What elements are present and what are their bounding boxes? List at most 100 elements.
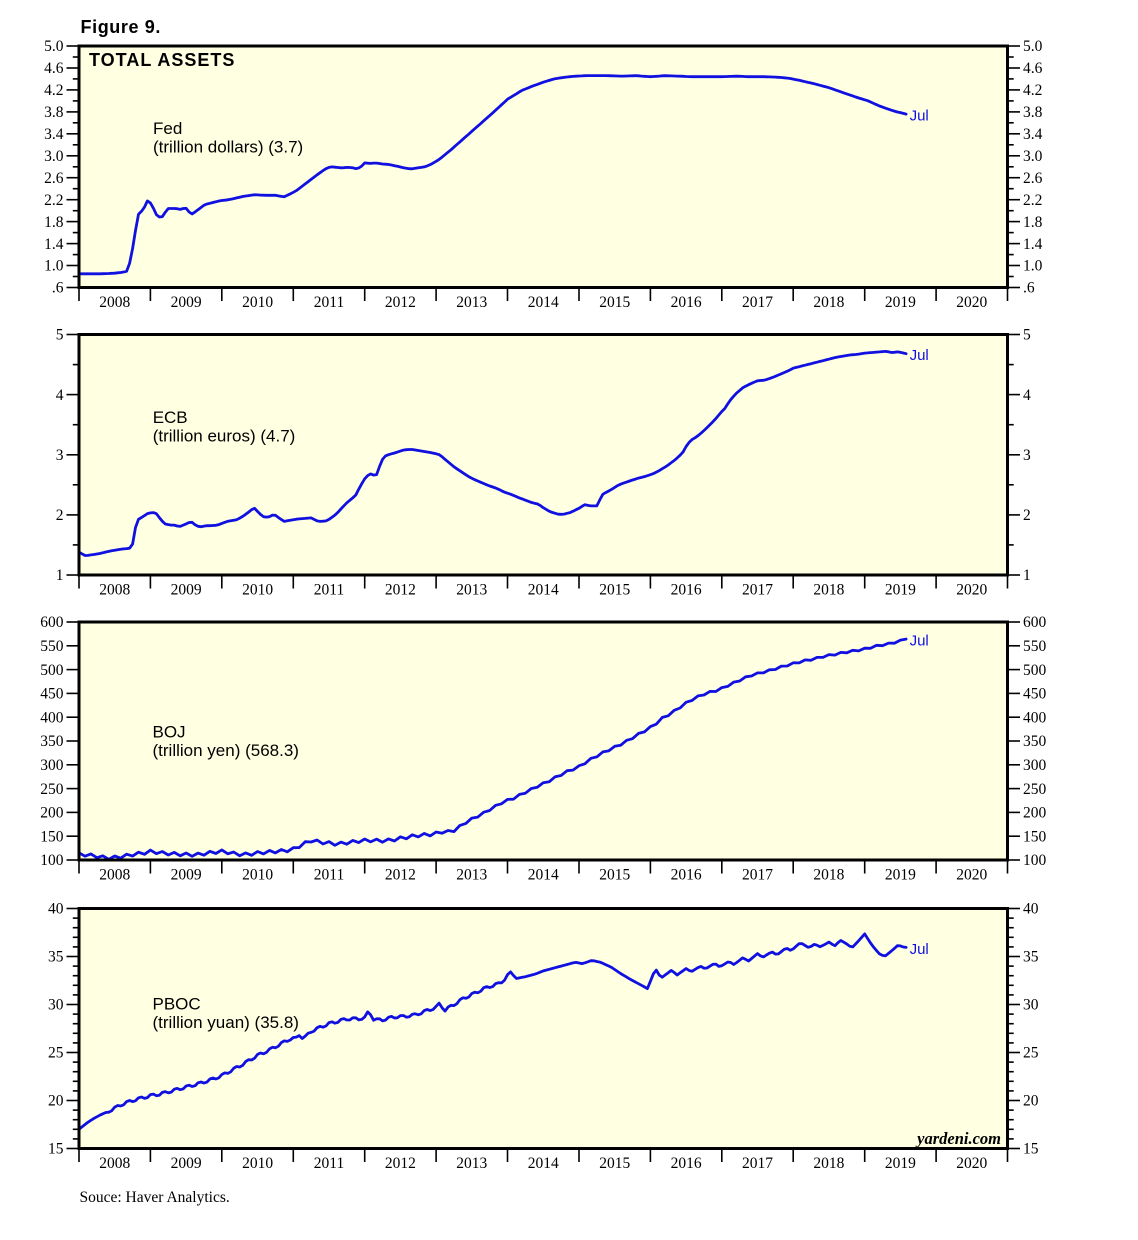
svg-text:2010: 2010	[242, 867, 273, 884]
svg-text:2009: 2009	[171, 867, 202, 884]
svg-text:15: 15	[1023, 1141, 1039, 1158]
svg-text:.6: .6	[52, 280, 64, 297]
svg-text:2014: 2014	[528, 1155, 559, 1172]
svg-text:30: 30	[1023, 997, 1039, 1014]
svg-text:2010: 2010	[242, 294, 273, 311]
svg-text:2013: 2013	[456, 867, 487, 884]
svg-text:2011: 2011	[314, 294, 344, 311]
svg-text:500: 500	[40, 662, 64, 679]
svg-text:2009: 2009	[171, 1155, 202, 1172]
svg-text:2011: 2011	[314, 1155, 344, 1172]
svg-text:20: 20	[1023, 1093, 1039, 1110]
svg-text:3: 3	[56, 447, 64, 464]
svg-text:2015: 2015	[599, 294, 630, 311]
svg-text:2008: 2008	[99, 294, 130, 311]
svg-text:20: 20	[48, 1093, 64, 1110]
svg-text:3.4: 3.4	[1023, 126, 1043, 143]
svg-text:100: 100	[1023, 852, 1047, 869]
svg-text:2.2: 2.2	[44, 192, 63, 209]
svg-text:40: 40	[1023, 901, 1039, 918]
svg-text:3.0: 3.0	[44, 148, 64, 165]
svg-text:1.0: 1.0	[44, 258, 64, 275]
svg-text:5: 5	[56, 327, 64, 344]
svg-text:300: 300	[1023, 757, 1047, 774]
svg-text:(trillion dollars) (3.7): (trillion dollars) (3.7)	[153, 138, 303, 157]
svg-text:2014: 2014	[528, 582, 559, 599]
svg-text:2017: 2017	[742, 867, 773, 884]
svg-text:2020: 2020	[956, 582, 987, 599]
svg-text:450: 450	[1023, 686, 1047, 703]
svg-text:2008: 2008	[99, 582, 130, 599]
svg-text:15: 15	[48, 1141, 64, 1158]
svg-text:200: 200	[40, 805, 64, 822]
svg-text:2018: 2018	[813, 294, 844, 311]
svg-text:3.4: 3.4	[44, 126, 64, 143]
svg-text:(trillion euros) (4.7): (trillion euros) (4.7)	[153, 427, 296, 446]
svg-text:2020: 2020	[956, 1155, 987, 1172]
svg-text:2015: 2015	[599, 582, 630, 599]
svg-text:4.6: 4.6	[1023, 60, 1043, 77]
svg-text:2013: 2013	[456, 294, 487, 311]
svg-text:2016: 2016	[671, 1155, 702, 1172]
svg-text:350: 350	[40, 733, 64, 750]
svg-text:2012: 2012	[385, 582, 416, 599]
svg-text:2017: 2017	[742, 1155, 773, 1172]
svg-text:600: 600	[1023, 614, 1047, 631]
svg-text:150: 150	[1023, 828, 1047, 845]
svg-text:2019: 2019	[885, 867, 916, 884]
svg-text:Jul: Jul	[910, 941, 929, 958]
svg-text:Jul: Jul	[910, 633, 929, 650]
svg-text:2014: 2014	[528, 867, 559, 884]
svg-text:TOTAL ASSETS: TOTAL ASSETS	[89, 50, 235, 70]
svg-text:BOJ: BOJ	[153, 723, 186, 742]
svg-text:2014: 2014	[528, 294, 559, 311]
svg-text:4.2: 4.2	[1023, 82, 1042, 99]
svg-text:30: 30	[48, 997, 64, 1014]
svg-text:3: 3	[1023, 447, 1031, 464]
svg-text:4.6: 4.6	[44, 60, 64, 77]
svg-text:2018: 2018	[813, 582, 844, 599]
svg-text:1.8: 1.8	[44, 214, 64, 231]
svg-text:Jul: Jul	[910, 347, 929, 364]
svg-text:2019: 2019	[885, 582, 916, 599]
svg-text:2019: 2019	[885, 294, 916, 311]
svg-text:2009: 2009	[171, 582, 202, 599]
svg-text:3.0: 3.0	[1023, 148, 1043, 165]
svg-text:2015: 2015	[599, 1155, 630, 1172]
svg-text:2008: 2008	[99, 867, 130, 884]
svg-text:600: 600	[40, 614, 64, 631]
svg-text:400: 400	[1023, 709, 1047, 726]
svg-text:25: 25	[48, 1045, 64, 1062]
svg-text:2020: 2020	[956, 867, 987, 884]
svg-text:1: 1	[1023, 567, 1031, 584]
svg-text:2: 2	[56, 507, 64, 524]
svg-text:2015: 2015	[599, 867, 630, 884]
svg-text:150: 150	[40, 828, 64, 845]
svg-text:2016: 2016	[671, 582, 702, 599]
svg-text:3.8: 3.8	[44, 104, 64, 121]
svg-text:5: 5	[1023, 327, 1031, 344]
svg-text:2009: 2009	[171, 294, 202, 311]
svg-text:4.2: 4.2	[44, 82, 63, 99]
svg-text:.6: .6	[1023, 280, 1035, 297]
svg-text:PBOC: PBOC	[153, 995, 201, 1014]
svg-text:550: 550	[1023, 638, 1047, 655]
svg-text:2017: 2017	[742, 582, 773, 599]
svg-text:Figure 9.: Figure 9.	[81, 17, 161, 37]
svg-text:(trillion yen) (568.3): (trillion yen) (568.3)	[153, 741, 299, 760]
svg-text:Fed: Fed	[153, 119, 182, 138]
svg-text:Souce: Haver Analytics.: Souce: Haver Analytics.	[80, 1189, 230, 1206]
svg-text:2013: 2013	[456, 582, 487, 599]
svg-text:2020: 2020	[956, 294, 987, 311]
svg-text:2019: 2019	[885, 1155, 916, 1172]
svg-text:250: 250	[1023, 781, 1047, 798]
svg-text:1.0: 1.0	[1023, 258, 1043, 275]
svg-text:450: 450	[40, 686, 64, 703]
svg-text:2008: 2008	[99, 1155, 130, 1172]
svg-text:35: 35	[1023, 949, 1039, 966]
svg-text:yardeni.com: yardeni.com	[915, 1129, 1001, 1148]
svg-text:2017: 2017	[742, 294, 773, 311]
svg-text:5.0: 5.0	[44, 38, 64, 55]
svg-text:1: 1	[56, 567, 64, 584]
svg-text:550: 550	[40, 638, 64, 655]
